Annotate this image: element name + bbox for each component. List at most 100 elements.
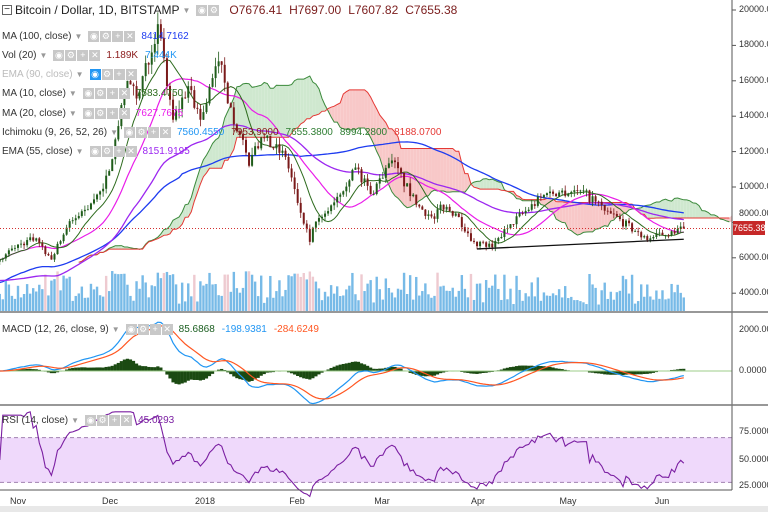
indicator-label[interactable]: Ichimoku (9, 26, 52, 26) (2, 127, 108, 138)
plus-icon[interactable]: + (106, 88, 118, 100)
macd-histogram-bar (633, 371, 637, 375)
close-icon[interactable]: ✕ (161, 323, 173, 335)
chevron-down-icon[interactable]: ▼ (182, 5, 191, 15)
chevron-down-icon[interactable]: ▼ (75, 147, 84, 157)
plus-icon[interactable]: + (147, 127, 159, 138)
chevron-down-icon[interactable]: ▼ (111, 324, 120, 334)
candle-body (533, 204, 536, 206)
indicator-label[interactable]: RSI (14, close) (2, 414, 69, 426)
close-icon[interactable]: ✕ (125, 69, 137, 81)
close-icon[interactable]: ✕ (118, 88, 130, 100)
gear-icon[interactable]: ⚙ (94, 88, 106, 100)
indicator-legend: MA (100, close) ▼ ◉ ⚙ + ✕ 8414.7162 (2, 29, 193, 43)
eye-icon[interactable]: ◉ (82, 88, 94, 100)
macd-histogram-bar (180, 371, 184, 384)
chevron-down-icon[interactable]: ▼ (68, 89, 77, 99)
eye-icon[interactable]: ◉ (89, 146, 101, 158)
cloud-segment (565, 202, 569, 230)
eye-icon[interactable]: ◉ (123, 127, 135, 138)
candle (679, 222, 682, 233)
candle (165, 53, 168, 95)
candle-body (667, 234, 670, 236)
candle-body (89, 203, 92, 210)
gear-icon[interactable]: ⚙ (101, 69, 113, 81)
indicator-label[interactable]: MA (10, close) (2, 88, 66, 100)
plus-icon[interactable]: + (112, 30, 124, 42)
candle-body (625, 220, 627, 227)
chevron-down-icon[interactable]: ▼ (75, 70, 84, 80)
candle-body (621, 219, 624, 227)
indicator-value: 45.0293 (138, 414, 175, 426)
gear-icon[interactable]: ⚙ (94, 107, 106, 119)
plus-icon[interactable]: + (77, 49, 89, 61)
candle-body (330, 205, 333, 212)
plus-icon[interactable]: + (109, 414, 121, 426)
candle (336, 192, 339, 208)
cloud-segment (322, 98, 326, 112)
close-icon[interactable]: ✕ (159, 127, 171, 138)
eye-icon[interactable]: ◉ (89, 69, 101, 81)
eye-icon[interactable]: ◉ (125, 323, 137, 335)
volume-bar (162, 272, 166, 311)
chevron-down-icon[interactable]: ▼ (110, 128, 118, 137)
cloud-segment (711, 214, 715, 219)
chevron-down-icon[interactable]: ▼ (39, 50, 48, 60)
volume-bar (360, 274, 363, 311)
chevron-down-icon[interactable]: ▼ (71, 415, 80, 425)
eye-icon[interactable]: ◉ (82, 107, 94, 119)
symbol-title[interactable]: Bitcoin / Dollar, 1D, BITSTAMP (15, 3, 180, 17)
plus-icon[interactable]: + (106, 107, 118, 119)
candle (387, 157, 390, 169)
eye-icon[interactable]: ◉ (85, 414, 97, 426)
candle (53, 252, 56, 262)
close-icon[interactable]: ✕ (118, 107, 130, 119)
indicator-label[interactable]: Vol (20) (2, 49, 37, 61)
cloud-segment (227, 104, 231, 161)
chevron-down-icon[interactable]: ▼ (74, 31, 83, 41)
eye-icon[interactable]: ◉ (88, 30, 100, 42)
volume-bar (597, 304, 600, 311)
indicator-label[interactable]: EMA (90, close) (2, 69, 73, 81)
volume-bar (317, 288, 321, 311)
time-tick: 2018 (194, 496, 216, 506)
close-icon[interactable]: ✕ (125, 146, 137, 158)
indicator-label[interactable]: EMA (55, close) (2, 146, 73, 158)
candle-body (59, 241, 62, 244)
chevron-down-icon[interactable]: ▼ (68, 108, 77, 118)
collapse-icon[interactable]: − (2, 5, 12, 15)
macd-histogram-bar (86, 367, 90, 371)
volume-bar (375, 276, 378, 311)
macd-histogram-bar (320, 371, 324, 373)
candle (521, 210, 524, 216)
plus-icon[interactable]: + (113, 146, 125, 158)
gear-icon[interactable]: ⚙ (135, 127, 147, 138)
candle (530, 199, 533, 212)
close-icon[interactable]: ✕ (89, 49, 101, 61)
cloud-segment (334, 104, 338, 123)
eye-icon[interactable]: ◉ (196, 4, 208, 16)
indicator-label[interactable]: MA (20, close) (2, 107, 66, 119)
cloud-segment (686, 199, 690, 219)
plus-icon[interactable]: + (113, 69, 125, 81)
gear-icon[interactable]: ⚙ (137, 323, 149, 335)
candle-body (333, 202, 336, 206)
close-icon[interactable]: ✕ (124, 30, 136, 42)
eye-icon[interactable]: ◉ (53, 49, 65, 61)
plus-icon[interactable]: + (149, 323, 161, 335)
gear-icon[interactable]: ⚙ (101, 146, 113, 158)
volume-bar (582, 302, 585, 311)
indicator-label[interactable]: MA (100, close) (2, 30, 72, 42)
close-icon[interactable]: ✕ (121, 414, 133, 426)
indicator-value: 7560.4550 (176, 127, 225, 138)
candle (10, 245, 13, 252)
indicator-label[interactable]: MACD (12, 26, close, 9) (2, 323, 109, 335)
gear-icon[interactable]: ⚙ (100, 30, 112, 42)
gear-icon[interactable]: ⚙ (65, 49, 77, 61)
cloud-segment (486, 178, 490, 190)
volume-bar (542, 292, 546, 311)
volume-bar (545, 295, 549, 311)
gear-icon[interactable]: ⚙ (97, 414, 109, 426)
candle (23, 241, 26, 250)
gear-icon[interactable]: ⚙ (208, 4, 220, 16)
